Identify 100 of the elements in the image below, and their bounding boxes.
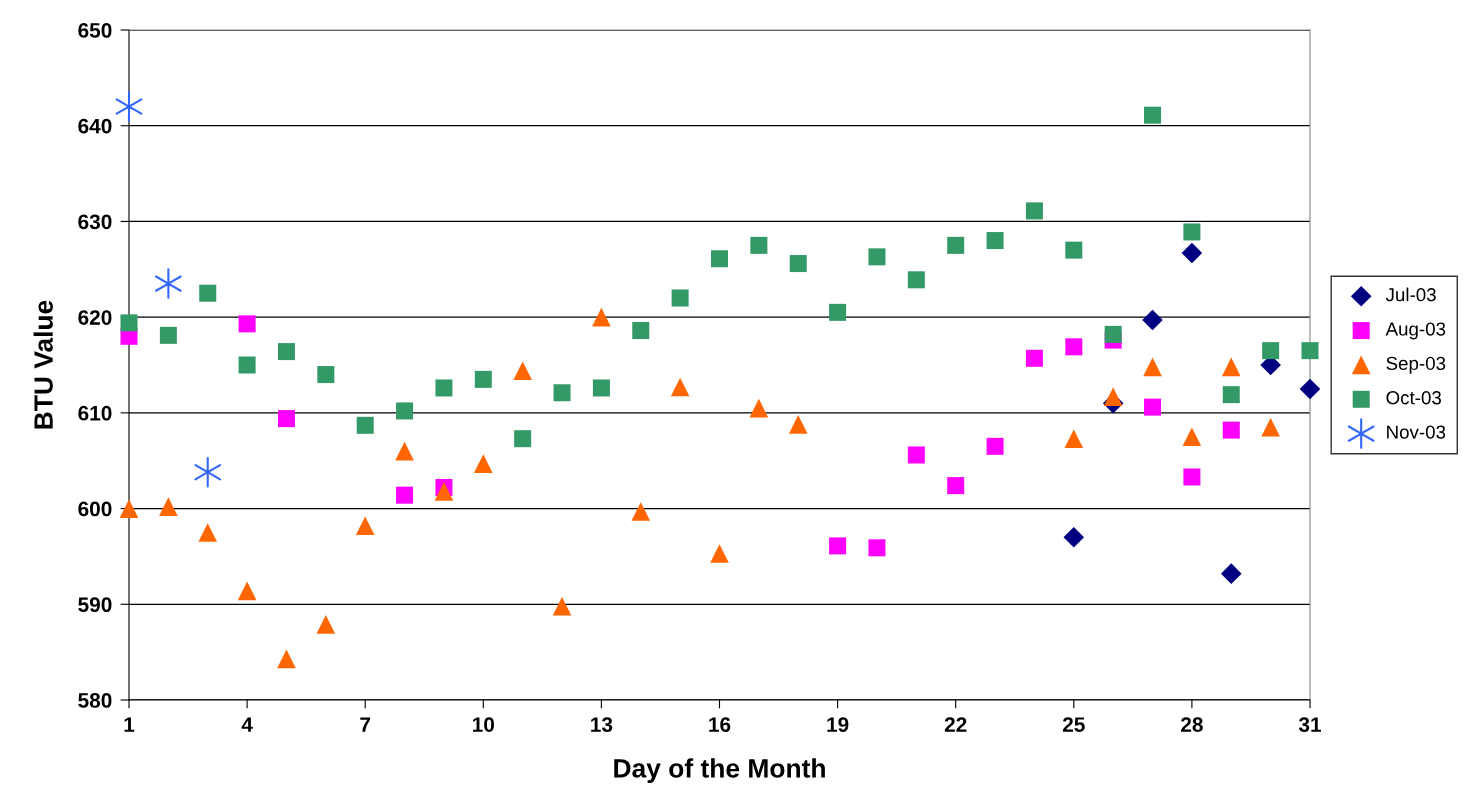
- legend-label: Oct-03: [1386, 391, 1441, 405]
- point: [1065, 338, 1083, 356]
- point: [1064, 429, 1084, 449]
- point: [277, 649, 296, 669]
- point: [1025, 202, 1043, 220]
- point: [592, 307, 611, 327]
- x-tick-label: 13: [591, 717, 613, 732]
- point: [277, 410, 295, 428]
- point: [159, 326, 177, 344]
- point: [514, 430, 532, 448]
- point: [1182, 427, 1202, 447]
- point: [1222, 386, 1240, 404]
- point: [396, 486, 414, 504]
- x-tick-label: 22: [944, 717, 967, 732]
- point: [789, 255, 807, 273]
- point: [473, 454, 493, 473]
- point: [198, 523, 218, 542]
- point: [1143, 357, 1162, 377]
- point: [710, 544, 729, 563]
- point: [750, 236, 768, 254]
- point: [1104, 325, 1122, 343]
- x-tick-label: 7: [360, 717, 371, 732]
- point: [395, 441, 414, 461]
- point: [868, 539, 886, 557]
- x-tick-label: 4: [241, 717, 253, 732]
- point: [1103, 387, 1123, 406]
- legend-label: Aug-03: [1385, 322, 1446, 340]
- x-tick-label: 31: [1298, 717, 1322, 732]
- point: [1181, 242, 1203, 264]
- point: [237, 581, 257, 601]
- point: [829, 537, 847, 555]
- x-tick-label: 1: [124, 717, 135, 732]
- point: [396, 402, 414, 420]
- x-tick-label: 10: [473, 717, 495, 732]
- point: [1220, 563, 1242, 584]
- point: [155, 268, 182, 299]
- point: [1063, 526, 1085, 548]
- point: [1142, 309, 1163, 331]
- point: [788, 415, 808, 434]
- point: [1222, 421, 1240, 439]
- point: [1299, 378, 1321, 400]
- point: [1262, 342, 1280, 360]
- point: [1144, 398, 1162, 416]
- y-tick-label: 600: [78, 501, 112, 517]
- x-tick-label: 25: [1062, 717, 1085, 732]
- point: [317, 366, 335, 384]
- point: [1261, 417, 1280, 437]
- point: [632, 322, 650, 340]
- point: [194, 456, 222, 488]
- y-tick-label: 650: [78, 23, 112, 38]
- y-tick-label: 640: [78, 118, 112, 134]
- point: [316, 615, 336, 634]
- point: [592, 379, 610, 397]
- y-tick-label: 630: [78, 214, 112, 230]
- point: [1221, 357, 1241, 377]
- legend-label: Sep-03: [1386, 356, 1446, 374]
- x-tick-label: 16: [709, 717, 731, 732]
- point: [238, 356, 256, 374]
- x-axis-title: Day of the Month: [614, 758, 825, 783]
- point: [907, 271, 925, 289]
- point: [119, 499, 139, 518]
- point: [435, 379, 453, 397]
- point: [670, 377, 690, 397]
- point: [986, 437, 1004, 455]
- point: [277, 343, 295, 361]
- y-tick-label: 580: [78, 693, 112, 708]
- x-tick-label: 28: [1181, 717, 1203, 732]
- point: [434, 482, 454, 501]
- point: [552, 596, 572, 616]
- point: [947, 477, 965, 495]
- point: [355, 516, 375, 536]
- y-tick-label: 590: [78, 597, 112, 613]
- point: [710, 250, 729, 268]
- point: [159, 497, 178, 516]
- point: [631, 502, 651, 521]
- point: [115, 91, 143, 122]
- point: [1065, 241, 1083, 259]
- point: [356, 416, 374, 434]
- point: [1144, 106, 1162, 124]
- point: [1183, 223, 1201, 241]
- point: [829, 303, 847, 321]
- point: [1301, 342, 1319, 360]
- point: [1183, 468, 1201, 486]
- y-tick-label: 610: [78, 405, 112, 421]
- point: [199, 284, 217, 302]
- point: [474, 370, 492, 388]
- point: [947, 236, 965, 254]
- point: [553, 384, 571, 402]
- point: [671, 289, 689, 307]
- point: [238, 315, 256, 333]
- point: [120, 314, 138, 332]
- legend-label: Nov-03: [1387, 425, 1446, 439]
- legend-label: Jul-03: [1385, 287, 1436, 302]
- point: [1025, 349, 1043, 367]
- point: [868, 248, 886, 266]
- point: [749, 398, 769, 418]
- y-axis-title: BTU Value: [33, 300, 53, 429]
- x-tick-label: 19: [827, 717, 849, 732]
- point: [907, 446, 925, 464]
- point: [513, 361, 532, 381]
